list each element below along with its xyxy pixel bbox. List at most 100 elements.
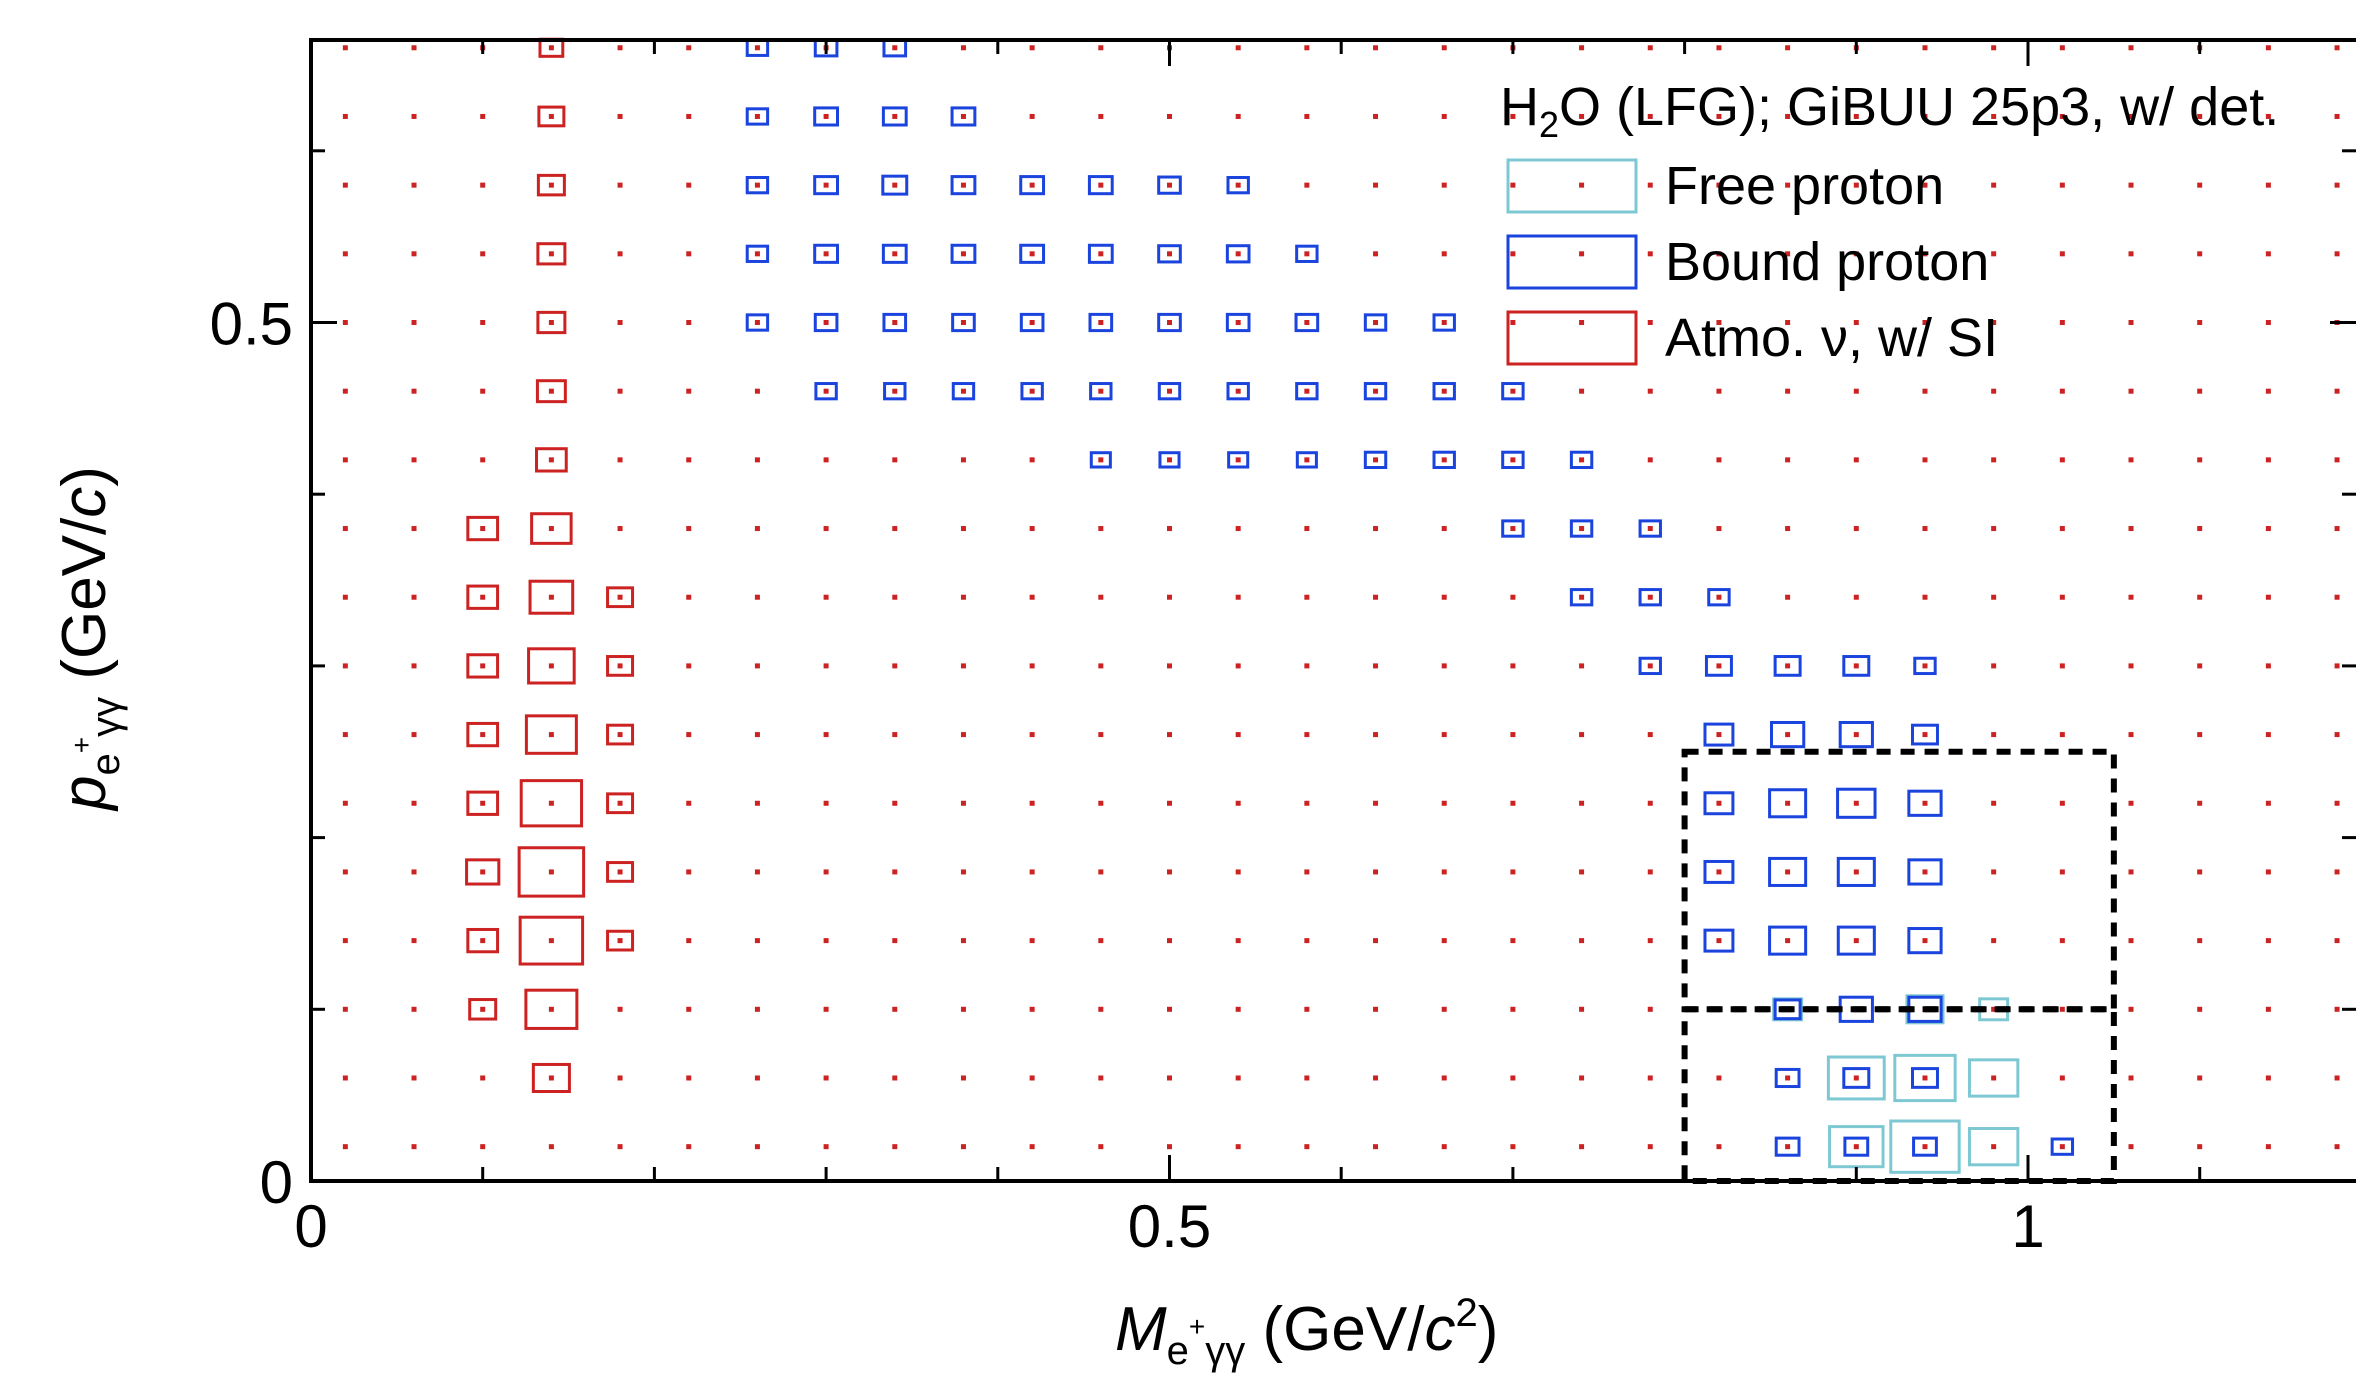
box-bound (1910, 723, 1939, 746)
bin-marker (1716, 732, 1722, 738)
box-atmo (536, 310, 567, 335)
box-bound (1019, 175, 1046, 196)
bin-marker (686, 457, 692, 463)
bin-marker (411, 251, 417, 257)
x-tick-label: 1 (2011, 1193, 2044, 1260)
bin-marker (1304, 1006, 1310, 1012)
box-bound (1638, 519, 1662, 538)
legend-label: Free proton (1665, 156, 1944, 216)
box-atmo (530, 512, 573, 545)
bin-marker (480, 251, 486, 257)
bin-marker (411, 45, 417, 51)
bin-marker (1304, 113, 1310, 119)
bin-marker (2265, 182, 2271, 188)
bin-marker (960, 526, 966, 532)
bin-marker (1785, 800, 1791, 806)
box-bound (1295, 382, 1319, 401)
box-bound (1295, 244, 1319, 263)
bin-marker (480, 594, 486, 600)
bin-marker (1098, 457, 1104, 463)
bin-marker (1510, 732, 1516, 738)
bin-marker (2128, 1144, 2134, 1150)
bin-marker (1098, 938, 1104, 944)
bin-marker (1785, 457, 1791, 463)
bin-marker (1853, 320, 1859, 325)
bin-marker (892, 732, 898, 738)
y-tick-label: 0.5 (210, 291, 293, 358)
bin-marker (1029, 869, 1035, 875)
bin-marker (1991, 732, 1997, 738)
bin-marker (1373, 113, 1379, 119)
bin-marker (548, 663, 554, 669)
bin-marker (2128, 457, 2134, 463)
signal-box-upper (1681, 748, 2117, 1013)
bin-marker (2334, 457, 2340, 463)
bin-marker (548, 800, 554, 806)
bin-marker (2265, 800, 2271, 806)
bin-marker (1991, 1075, 1997, 1081)
box-bound (813, 312, 839, 333)
box-bound (1907, 927, 1943, 955)
bin-marker (1098, 1006, 1104, 1012)
bin-marker (1647, 45, 1653, 51)
bin-marker (1373, 869, 1379, 875)
bin-marker (892, 1144, 898, 1150)
bin-marker (1579, 320, 1585, 325)
bin-marker (1235, 1075, 1241, 1081)
bin-marker (1716, 1075, 1722, 1081)
bin-marker (617, 457, 623, 463)
bin-marker (1098, 113, 1104, 119)
bin-marker (1647, 1006, 1653, 1012)
bin-marker (617, 45, 623, 51)
bin-marker (960, 1144, 966, 1150)
box-bound (813, 243, 840, 264)
bin-marker (1991, 1144, 1997, 1150)
bin-marker (1579, 1075, 1585, 1081)
x-axis-title: Me+γγ (GeV/c2) (1115, 1291, 1498, 1373)
bin-marker (1098, 1075, 1104, 1081)
bin-marker (1441, 1006, 1447, 1012)
bin-marker (1991, 663, 1997, 669)
bin-marker (1373, 251, 1379, 257)
bin-marker (1510, 1144, 1516, 1150)
bin-marker (2334, 113, 2340, 119)
bin-marker (1785, 1144, 1791, 1150)
box-bound (882, 312, 908, 333)
box-atmo (535, 447, 568, 473)
box-bound (1088, 312, 1114, 333)
bin-marker (1441, 938, 1447, 944)
box-bound (1836, 856, 1876, 887)
bin-marker (2059, 938, 2065, 944)
bin-marker (2265, 663, 2271, 669)
bin-marker (686, 45, 692, 51)
bin-marker (754, 594, 760, 600)
box-bound (1907, 789, 1943, 817)
bin-marker (1167, 732, 1172, 738)
bin-marker (1373, 594, 1379, 600)
bin-marker (2334, 594, 2340, 600)
bin-marker (2334, 45, 2340, 51)
bin-marker (1510, 113, 1516, 119)
bin-marker (342, 113, 348, 119)
bin-marker (2197, 113, 2203, 119)
bin-marker (1235, 45, 1241, 51)
bin-marker (2334, 1006, 2340, 1012)
bin-marker (480, 526, 486, 532)
bin-marker (1167, 869, 1172, 875)
bin-marker (1167, 663, 1172, 669)
bin-marker (960, 388, 966, 394)
bin-marker (617, 113, 623, 119)
bin-marker (1647, 594, 1653, 600)
bin-marker (342, 1144, 348, 1150)
bin-marker (2197, 526, 2203, 532)
bin-marker (2059, 457, 2065, 463)
bin-marker (1235, 251, 1241, 257)
box-atmo (466, 584, 500, 610)
bin-marker (480, 320, 486, 325)
bin-marker (823, 251, 829, 257)
bin-marker (2265, 320, 2271, 325)
bin-marker (892, 1075, 898, 1081)
bin-marker (754, 526, 760, 532)
bin-marker (686, 938, 692, 944)
bin-marker (1373, 457, 1379, 463)
